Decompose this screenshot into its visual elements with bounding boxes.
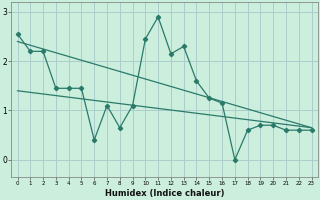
- X-axis label: Humidex (Indice chaleur): Humidex (Indice chaleur): [105, 189, 224, 198]
